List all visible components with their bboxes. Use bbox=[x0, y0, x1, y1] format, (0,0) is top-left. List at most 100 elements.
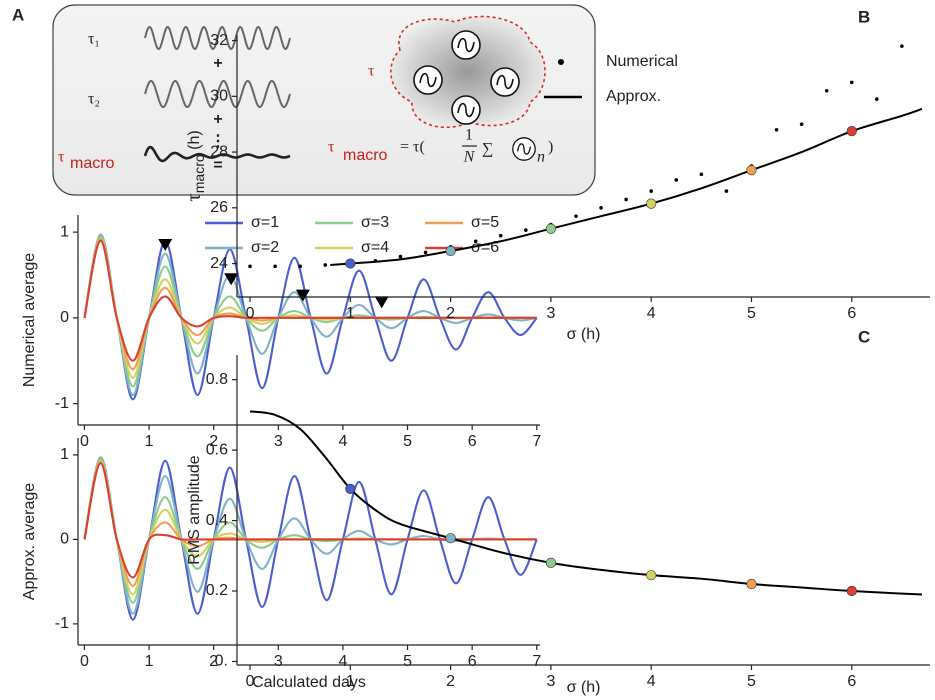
data-point bbox=[624, 197, 628, 202]
arrowhead-marker bbox=[295, 289, 310, 302]
y-tick-label: 0.4 bbox=[206, 512, 228, 529]
ellipsis: ⋮ bbox=[210, 133, 226, 150]
x-tick-label: 2 bbox=[209, 653, 218, 670]
wave bbox=[144, 25, 291, 51]
y-tick-label: 26 bbox=[210, 199, 228, 216]
x-tick-label: 2 bbox=[446, 305, 455, 322]
data-point bbox=[649, 189, 653, 193]
data-point bbox=[799, 122, 804, 126]
data-point bbox=[674, 178, 679, 182]
y-tick-label: 1 bbox=[60, 223, 69, 240]
x-tick-label: 0 bbox=[80, 653, 89, 670]
y-tick-label: 0.2 bbox=[206, 582, 228, 599]
series-line bbox=[249, 410, 923, 596]
highlight-point bbox=[846, 585, 857, 597]
x-tick-label: 3 bbox=[546, 673, 555, 690]
wave bbox=[144, 80, 291, 108]
legend-label: σ=3 bbox=[361, 214, 389, 231]
panel-label: C bbox=[858, 327, 870, 346]
y-tick-label: 24 bbox=[210, 255, 228, 272]
x-axis-label: σ (h) bbox=[567, 679, 601, 696]
tau-macro: τ bbox=[58, 149, 65, 166]
y-tick-label: 0. bbox=[215, 653, 228, 670]
x-axis-label: σ (h) bbox=[567, 326, 601, 343]
data-point bbox=[574, 214, 578, 218]
highlight-point bbox=[545, 557, 557, 568]
x-tick-label: 2 bbox=[446, 673, 455, 690]
formula-index: n bbox=[537, 149, 545, 166]
data-point bbox=[298, 264, 302, 269]
x-tick-label: 6 bbox=[468, 433, 477, 450]
tau-macro-subscript: macro bbox=[70, 155, 115, 172]
data-point bbox=[248, 264, 252, 269]
x-tick-label: 0 bbox=[246, 305, 255, 322]
arrowhead-marker bbox=[374, 296, 389, 309]
data-point bbox=[875, 97, 879, 101]
data-point bbox=[900, 44, 904, 48]
data-point bbox=[599, 206, 603, 210]
data-point bbox=[423, 250, 428, 255]
x-tick-label: 3 bbox=[274, 653, 283, 670]
wave bbox=[143, 145, 291, 163]
legend-label: Approx. bbox=[606, 88, 661, 105]
tau1: τ₁ bbox=[88, 31, 100, 48]
x-tick-label: 5 bbox=[747, 673, 756, 690]
y-axis-label: Numerical average bbox=[21, 253, 38, 387]
legend-label: σ=4 bbox=[361, 239, 389, 256]
x-tick-label: 1 bbox=[145, 433, 154, 450]
panel-label: A bbox=[12, 5, 24, 24]
x-tick-label: 3 bbox=[546, 305, 555, 322]
data-point bbox=[524, 228, 528, 232]
series-line bbox=[83, 239, 537, 362]
x-tick-label: 2 bbox=[209, 433, 218, 450]
data-point bbox=[849, 80, 854, 85]
data-point bbox=[323, 263, 328, 267]
y-axis-label: RMS amplitude bbox=[186, 455, 203, 564]
y-tick-label: 30 bbox=[210, 88, 228, 105]
oscillator bbox=[512, 137, 536, 161]
x-tick-label: 1 bbox=[346, 305, 355, 322]
y-tick-label: -1 bbox=[55, 395, 69, 412]
oscillator bbox=[451, 95, 481, 125]
legend-label: σ=5 bbox=[471, 214, 499, 231]
y-tick-label: 1 bbox=[60, 446, 69, 463]
x-tick-label: 5 bbox=[403, 433, 412, 450]
y-axis-label: τmacro (h) bbox=[181, 130, 207, 201]
data-point bbox=[398, 254, 403, 259]
y-tick-label: -1 bbox=[55, 615, 69, 632]
chart: 0 1 2 3 4 5 6 7 -1 0 1 Approx. average Calculated da… bbox=[21, 438, 541, 691]
y-tick-label: 32 bbox=[210, 32, 228, 49]
highlight-point bbox=[746, 165, 757, 176]
equals: = bbox=[213, 157, 222, 174]
panel-label: B bbox=[858, 7, 870, 26]
x-axis-label: Calculated days bbox=[252, 674, 366, 691]
formula-numerator: 1 bbox=[465, 127, 473, 144]
arrowhead-marker bbox=[158, 239, 173, 251]
legend-label: Numerical bbox=[606, 53, 678, 70]
formula-close: ) bbox=[548, 139, 553, 156]
data-point bbox=[699, 172, 704, 177]
y-tick-label: 28 bbox=[210, 143, 228, 160]
x-tick-label: 6 bbox=[847, 305, 856, 322]
x-tick-label: 1 bbox=[145, 653, 154, 670]
chart: 0 1 2 3 4 5 6 0. 0.2 0.4 0.6 0.8 RMS amplitude σ (h) bbox=[186, 355, 930, 696]
data-point bbox=[498, 233, 503, 238]
formula-eq: = τ( bbox=[400, 139, 425, 156]
tau: τ bbox=[368, 63, 375, 80]
y-tick-label: 0.8 bbox=[206, 371, 228, 388]
highlight-point bbox=[846, 126, 857, 137]
data-point bbox=[473, 239, 478, 244]
highlight-point bbox=[746, 578, 757, 590]
x-tick-label: 4 bbox=[338, 433, 347, 450]
x-tick-label: 0 bbox=[80, 433, 89, 450]
x-tick-label: 7 bbox=[532, 653, 541, 670]
legend-label: σ=2 bbox=[251, 239, 279, 256]
data-point bbox=[273, 264, 277, 269]
x-tick-label: 6 bbox=[847, 673, 856, 690]
highlight-point bbox=[345, 483, 356, 494]
y-axis-label-subscript: macro bbox=[191, 154, 207, 193]
legend-label: σ=1 bbox=[251, 214, 279, 231]
data-point bbox=[724, 189, 729, 193]
